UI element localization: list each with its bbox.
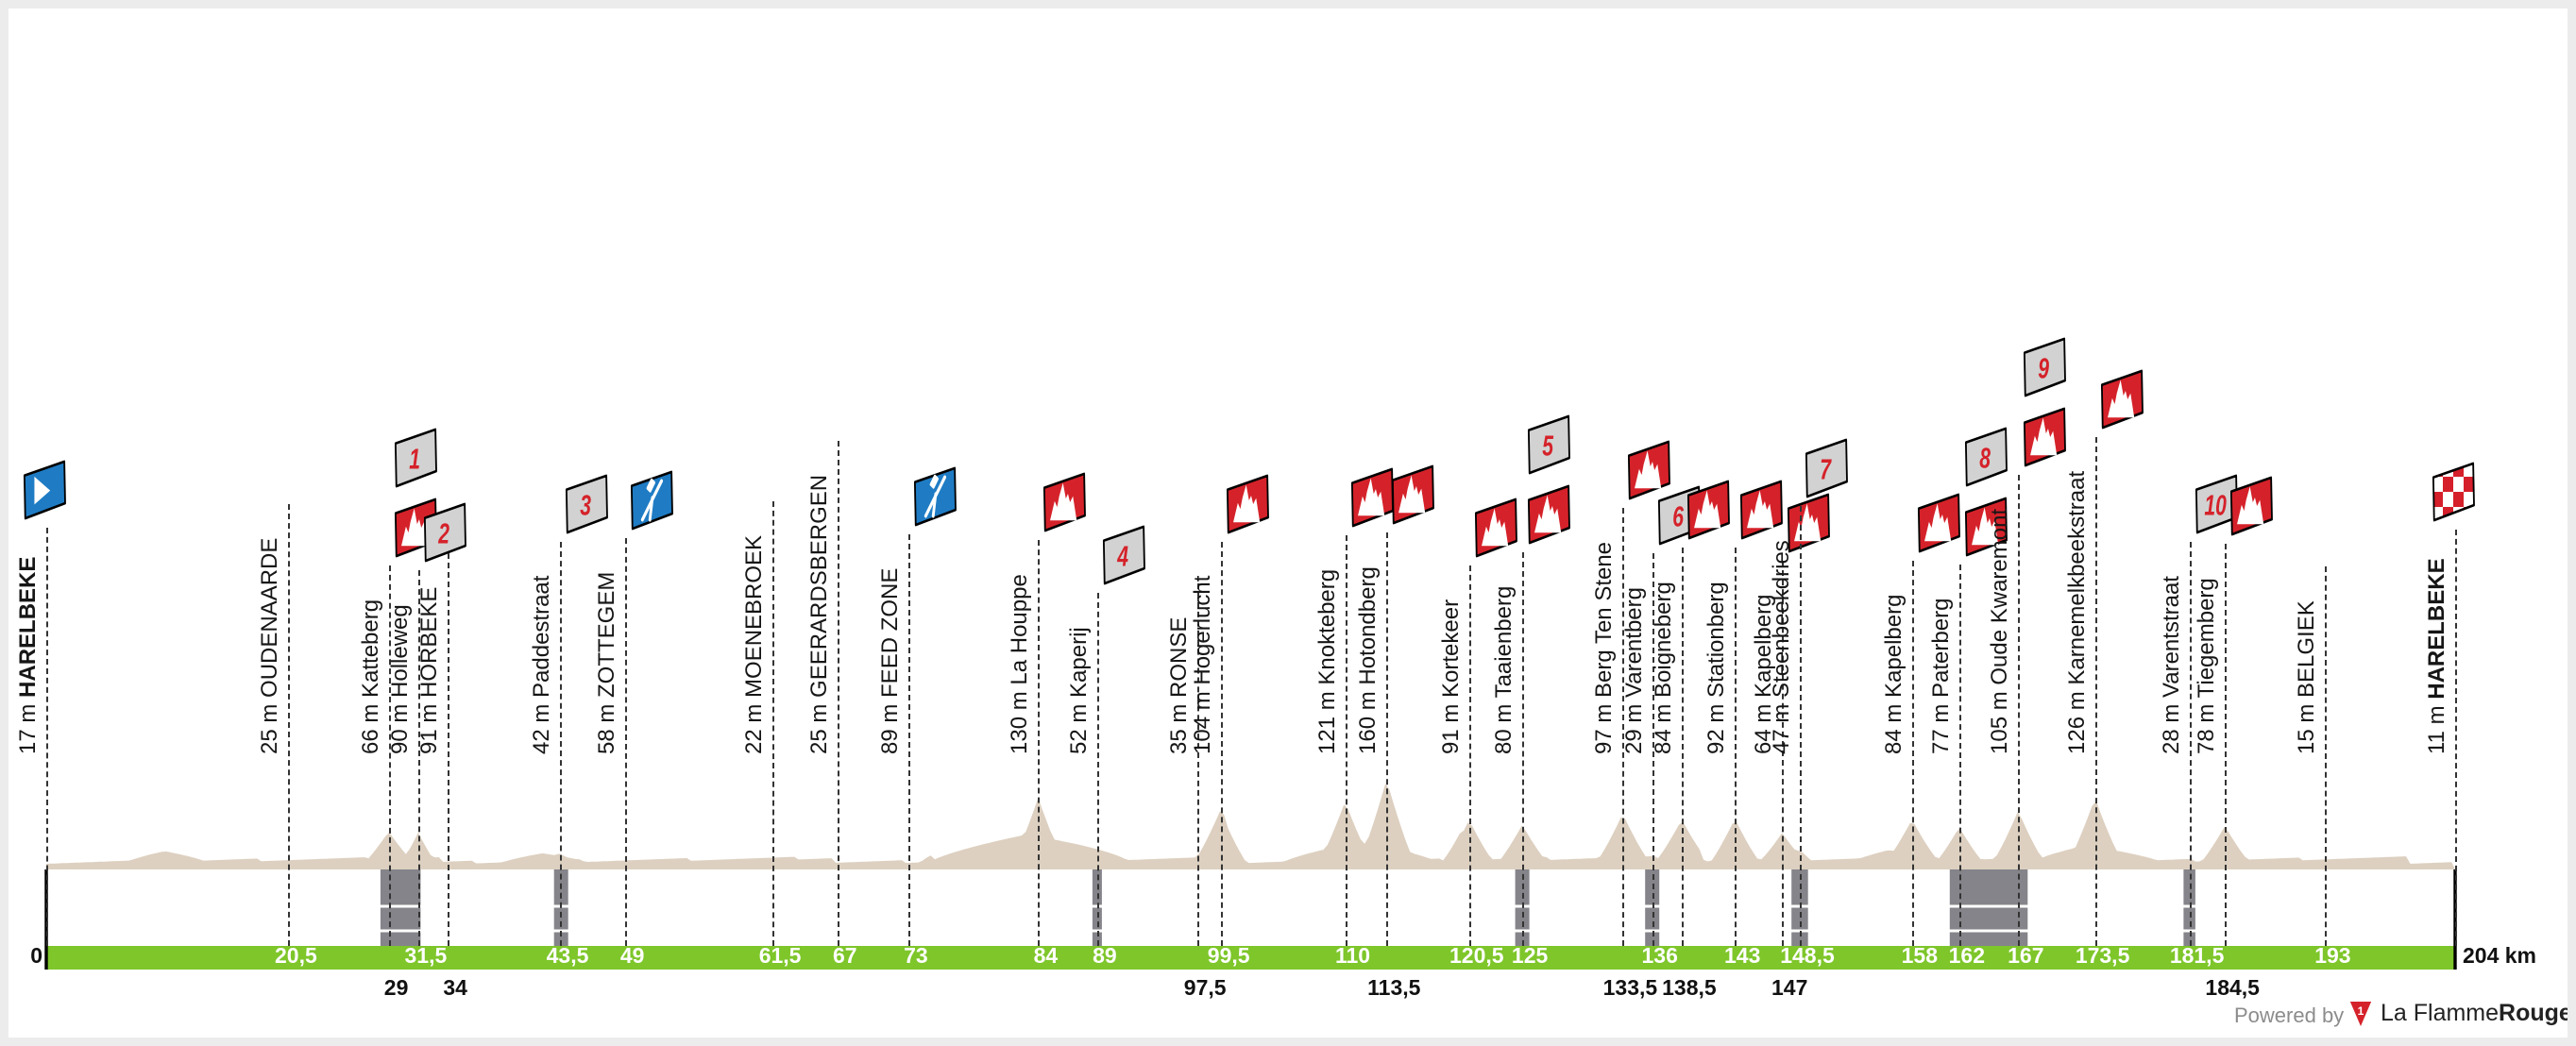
svg-text:2: 2: [437, 517, 449, 550]
svg-text:5: 5: [1542, 429, 1553, 462]
svg-text:1: 1: [2358, 1004, 2364, 1018]
svg-text:10: 10: [2204, 489, 2227, 522]
svg-text:1: 1: [409, 442, 420, 475]
svg-text:9: 9: [2039, 351, 2050, 384]
svg-text:3: 3: [580, 488, 591, 521]
svg-text:6: 6: [1672, 500, 1684, 533]
svg-text:7: 7: [1820, 453, 1832, 486]
svg-text:4: 4: [1116, 540, 1128, 573]
svg-text:8: 8: [1979, 441, 1991, 474]
